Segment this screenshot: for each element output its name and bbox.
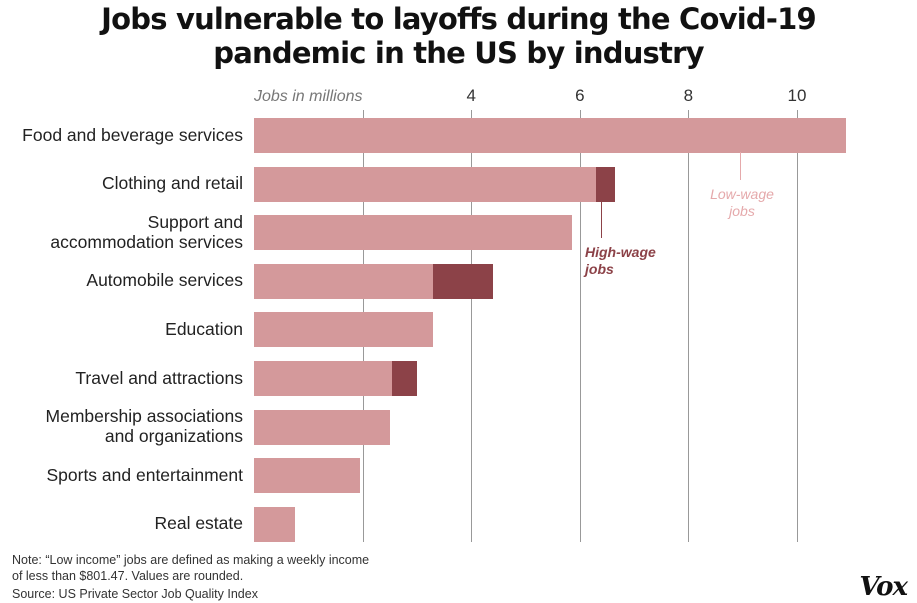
category-label-line: Automobile services — [86, 270, 243, 291]
category-label-line: Sports and entertainment — [46, 464, 243, 485]
gridline-6 — [580, 110, 581, 542]
x-tick-label-6: 6 — [575, 86, 585, 105]
gridline-8 — [688, 110, 689, 542]
source-line: Source: US Private Sector Job Quality In… — [12, 587, 258, 601]
footnote: Note: “Low income” jobs are defined as m… — [12, 552, 369, 584]
bar-high-wage — [433, 263, 493, 299]
bar-low-wage — [254, 361, 393, 396]
low-wage-leader-line — [740, 152, 741, 180]
chart-title-line-2: pandemic in the US by industry — [213, 36, 704, 70]
chart-title: Jobs vulnerable to layoffs during the Co… — [0, 2, 917, 70]
high-wage-leader-line — [601, 202, 602, 238]
category-label-line: Membership associations — [45, 406, 243, 427]
category-label-line: Education — [165, 318, 243, 339]
category-label: Support and accommodation services — [50, 212, 243, 252]
vox-logo: Vox — [859, 572, 908, 602]
category-label-line: and organizations — [104, 426, 243, 447]
category-label-line: Clothing and retail — [101, 173, 243, 194]
category-label-line: Food and beverage services — [22, 124, 243, 145]
bar-low-wage — [254, 506, 295, 542]
bar-low-wage — [254, 215, 572, 251]
low-wage-annotation-line: jobs — [729, 203, 755, 219]
category-label: Sports and entertainment — [46, 465, 243, 485]
high-wage-annotation-line: High-wage — [585, 244, 656, 260]
category-label-line: Support and — [147, 211, 243, 232]
bar-low-wage — [254, 312, 434, 348]
category-label: Clothing and retail — [102, 173, 243, 193]
category-label-line: Real estate — [154, 513, 243, 534]
bar-low-wage — [254, 263, 434, 299]
category-label: Education — [165, 319, 243, 339]
high-wage-annotation: High-wage jobs — [585, 244, 665, 278]
bar-low-wage — [254, 458, 360, 494]
bar-low-wage — [254, 409, 390, 445]
x-tick-label-8: 8 — [683, 86, 694, 105]
gridline-10 — [797, 110, 798, 542]
category-label: Membership associations and organizations — [46, 406, 243, 446]
low-wage-annotation-line: Low-wage — [710, 186, 774, 202]
x-tick-label-10: 10 — [787, 86, 807, 105]
footnote-line-1: Note: “Low income” jobs are defined as m… — [12, 553, 370, 567]
axis-unit-label: Jobs in millions — [254, 88, 363, 105]
category-label: Food and beverage services — [22, 125, 243, 145]
gridline-4 — [471, 110, 472, 542]
category-label: Automobile services — [86, 270, 243, 290]
low-wage-annotation: Low-wage jobs — [700, 186, 784, 220]
bar-low-wage — [254, 118, 846, 153]
bar-high-wage — [392, 361, 417, 396]
bar-low-wage — [254, 166, 597, 202]
footnote-line-2: of less than $801.47. Values are rounded… — [12, 569, 244, 583]
category-label-line: accommodation services — [50, 231, 243, 252]
bar-high-wage — [596, 166, 616, 202]
category-label-line: Travel and attractions — [75, 367, 243, 388]
category-label: Real estate — [154, 513, 243, 533]
chart-title-line-1: Jobs vulnerable to layoffs during the Co… — [101, 2, 817, 36]
x-tick-label-4: 4 — [466, 86, 476, 105]
category-label: Travel and attractions — [75, 368, 243, 388]
high-wage-annotation-line: jobs — [585, 261, 614, 277]
